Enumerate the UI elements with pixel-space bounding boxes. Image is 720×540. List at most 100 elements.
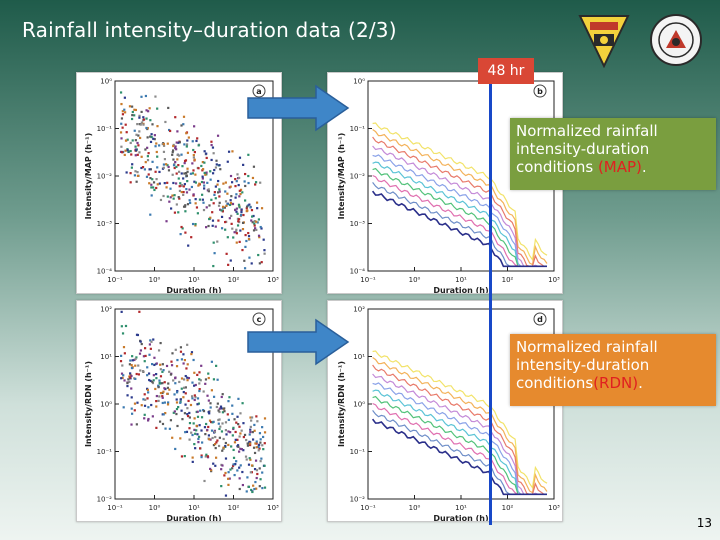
scatter-point bbox=[147, 173, 150, 176]
scatter-point bbox=[175, 398, 178, 401]
scatter-point bbox=[238, 450, 241, 453]
scatter-point bbox=[208, 412, 211, 415]
scatter-point bbox=[175, 141, 178, 144]
threshold-curve bbox=[372, 364, 547, 495]
scatter-point bbox=[149, 347, 152, 350]
scatter-point bbox=[250, 209, 254, 212]
scatter-point bbox=[149, 168, 152, 171]
scatter-point bbox=[197, 167, 200, 170]
scatter-point bbox=[225, 204, 228, 207]
scatter-point bbox=[133, 114, 136, 117]
scatter-point bbox=[186, 379, 189, 382]
scatter-point bbox=[248, 256, 251, 259]
y-tick-label: 10⁻⁴ bbox=[97, 268, 113, 276]
scatter-point bbox=[188, 416, 191, 419]
scatter-point bbox=[232, 236, 235, 239]
scatter-point bbox=[248, 203, 251, 206]
scatter-point bbox=[185, 143, 189, 146]
scatter-point bbox=[140, 342, 143, 346]
scatter-point bbox=[191, 172, 194, 175]
scatter-point bbox=[201, 193, 204, 196]
48hr-label: 48 hr bbox=[478, 58, 534, 84]
scatter-point bbox=[120, 310, 123, 313]
scatter-point bbox=[205, 171, 208, 174]
scatter-point bbox=[141, 166, 145, 169]
scatter-point bbox=[134, 139, 137, 142]
scatter-point bbox=[257, 234, 261, 237]
scatter-point bbox=[217, 444, 221, 448]
scatter-point bbox=[242, 422, 245, 425]
threshold-curve bbox=[372, 350, 548, 490]
scatter-point bbox=[180, 184, 184, 187]
scatter-point bbox=[240, 213, 243, 217]
x-tick-label: 10⁻¹ bbox=[107, 504, 123, 512]
scatter-point bbox=[193, 125, 196, 128]
scatter-point bbox=[254, 480, 257, 484]
scatter-point bbox=[210, 140, 213, 143]
scatter-point bbox=[152, 338, 155, 341]
scatter-point bbox=[245, 205, 249, 208]
scatter-point bbox=[188, 199, 191, 202]
scatter-point bbox=[239, 214, 242, 218]
scatter-point bbox=[175, 407, 179, 411]
scatter-point bbox=[193, 417, 196, 420]
scatter-point bbox=[142, 123, 145, 126]
scatter-point bbox=[220, 407, 223, 410]
scatter-point bbox=[129, 359, 132, 362]
scatter-point bbox=[198, 424, 201, 427]
scatter-point bbox=[176, 158, 179, 161]
scatter-point bbox=[195, 424, 198, 427]
scatter-point bbox=[251, 221, 254, 224]
scatter-point bbox=[203, 187, 206, 190]
scatter-point bbox=[147, 406, 150, 409]
scatter-point bbox=[138, 310, 141, 313]
scatter-point bbox=[222, 182, 225, 185]
scatter-point bbox=[175, 165, 178, 168]
scatter-point bbox=[207, 376, 210, 380]
scatter-point bbox=[166, 403, 170, 406]
x-tick-label: 10¹ bbox=[188, 276, 200, 284]
scatter-point bbox=[218, 195, 221, 198]
scatter-point bbox=[178, 185, 181, 188]
scatter-point bbox=[248, 440, 251, 443]
scatter-point bbox=[224, 457, 228, 460]
scatter-point bbox=[236, 173, 239, 176]
scatter-point bbox=[251, 490, 254, 494]
scatter-point bbox=[146, 374, 149, 377]
scatter-point bbox=[227, 483, 230, 486]
scatter-point bbox=[126, 382, 129, 385]
scatter-point bbox=[179, 350, 183, 353]
scatter-point bbox=[259, 460, 262, 463]
panel-a: 10⁻¹ 10⁰ 10¹ 10² 10³ 10⁰ 10⁻¹ 10⁻² 10⁻³ 10⁻⁴ Durat… bbox=[76, 72, 282, 294]
scatter-point bbox=[155, 377, 158, 380]
scatter-point bbox=[224, 441, 227, 445]
scatter-point bbox=[161, 370, 164, 373]
scatter-point bbox=[128, 105, 132, 108]
scatter-point bbox=[197, 402, 201, 405]
scatter-point bbox=[213, 252, 216, 255]
scatter-point bbox=[235, 193, 238, 196]
scatter-point bbox=[261, 426, 264, 429]
y-tick-label: 10⁻¹ bbox=[350, 448, 366, 456]
scatter-point bbox=[253, 220, 256, 223]
scatter-point bbox=[242, 449, 245, 452]
scatter-point bbox=[196, 137, 199, 140]
scatter-point bbox=[181, 227, 184, 230]
scatter-point bbox=[159, 391, 163, 395]
scatter-point bbox=[230, 222, 233, 225]
scatter-point bbox=[131, 163, 134, 166]
scatter-point bbox=[143, 404, 147, 407]
x-axis-label: Duration (h) bbox=[166, 286, 221, 293]
scatter-point bbox=[227, 443, 230, 447]
scatter-point bbox=[161, 396, 164, 399]
scatter-point bbox=[237, 203, 241, 206]
scatter-point bbox=[180, 455, 184, 458]
scatter-point bbox=[252, 446, 256, 449]
scatter-point bbox=[238, 156, 242, 159]
scatter-point bbox=[187, 244, 190, 247]
scatter-point bbox=[142, 118, 146, 121]
scatter-point bbox=[244, 184, 247, 188]
scatter-point bbox=[220, 209, 223, 212]
scatter-point bbox=[239, 192, 242, 196]
scatter-point bbox=[119, 131, 123, 134]
